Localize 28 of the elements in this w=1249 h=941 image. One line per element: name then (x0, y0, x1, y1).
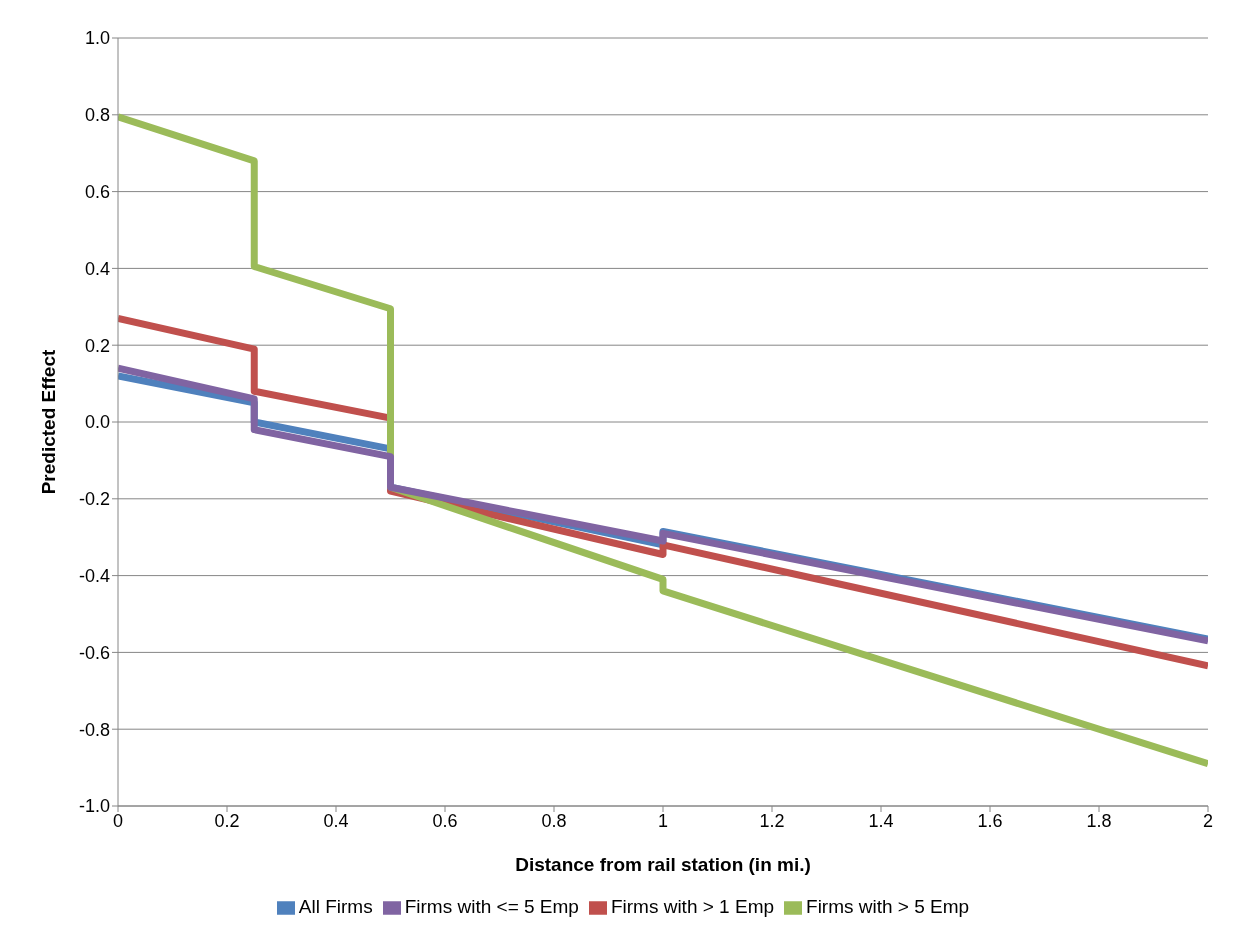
x-tick-label: 1.8 (1086, 810, 1112, 831)
x-tick-label: 0 (112, 810, 124, 831)
y-tick-label: -0.8 (78, 719, 110, 740)
x-tick-label: 1.6 (977, 810, 1003, 831)
legend-label: Firms with <= 5 Emp (404, 896, 579, 917)
x-tick-label: 0.4 (323, 810, 349, 831)
x-tick-label: 2 (1202, 810, 1214, 831)
x-tick-label: 0.6 (432, 810, 458, 831)
y-tick-label: -0.4 (78, 565, 110, 586)
y-tick-label: -1.0 (78, 796, 110, 817)
x-tick-label: 0.8 (541, 810, 567, 831)
legend-label: Firms with > 5 Emp (806, 896, 970, 917)
x-tick-label: 0.2 (214, 810, 240, 831)
x-tick-label: 1.4 (868, 810, 894, 831)
y-tick-label: -0.2 (78, 489, 110, 510)
legend-label: All Firms (298, 896, 373, 917)
y-tick-label: 0.6 (84, 181, 110, 202)
y-tick-label: 0.4 (84, 258, 110, 279)
y-tick-label: 0.8 (84, 105, 110, 126)
y-axis-title: Predicted Effect (37, 349, 59, 495)
x-axis-title: Distance from rail station (in mi.) (515, 854, 811, 875)
x-tick-label: 1.2 (759, 810, 785, 831)
y-tick-label: 1.0 (84, 28, 110, 49)
x-tick-label: 1 (657, 810, 669, 831)
legend-label: Firms with > 1 Emp (610, 896, 775, 917)
y-tick-label: -0.6 (78, 642, 110, 663)
y-tick-label: 0.0 (84, 412, 110, 433)
y-tick-label: 0.2 (84, 335, 110, 356)
